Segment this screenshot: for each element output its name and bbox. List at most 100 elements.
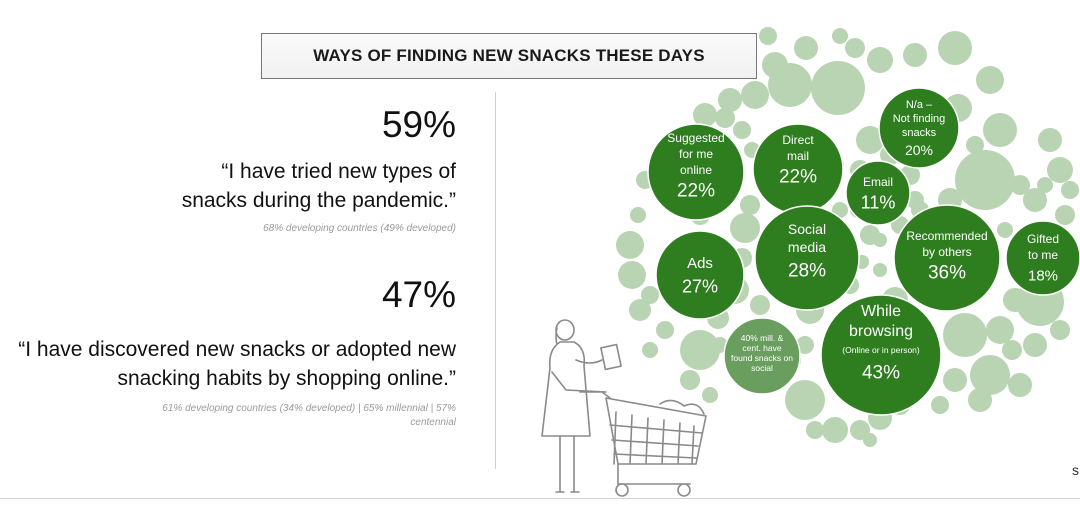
decorative-bubble — [642, 342, 658, 358]
decorative-bubble — [822, 417, 848, 443]
decorative-bubble — [630, 207, 646, 223]
bubble-label-line: N/a – — [906, 99, 933, 111]
decorative-bubble — [806, 421, 824, 439]
stat-2-note: 61% developing countries (34% developed)… — [162, 402, 456, 430]
bubble-circle — [878, 87, 960, 169]
decorative-bubble — [680, 370, 700, 390]
bubble-circle — [655, 230, 745, 320]
decorative-bubble — [1047, 157, 1073, 183]
bubble-circle — [845, 160, 911, 226]
decorative-bubble — [943, 368, 967, 392]
decorative-bubble — [1037, 177, 1053, 193]
stat-2-quote-line-1: “I have discovered new snacks or adopted… — [18, 338, 456, 361]
decorative-bubble — [983, 113, 1017, 147]
decorative-bubble — [641, 286, 659, 304]
stat-2-quote-line-2: snacking habits by shopping online.” — [117, 367, 456, 390]
decorative-bubble — [903, 43, 927, 67]
stat-1-quote: “I have tried new types of snacks during… — [182, 157, 456, 215]
bubble-label-line: social — [751, 363, 773, 373]
decorative-bubble — [997, 222, 1013, 238]
bubble-label-line: online — [680, 163, 712, 177]
stat-2-note-line-1: 61% developing countries (34% developed)… — [162, 403, 456, 414]
decorative-bubble — [740, 195, 760, 215]
bottom-rule — [0, 498, 1080, 499]
bubble-percent: 22% — [677, 181, 715, 202]
decorative-bubble — [718, 88, 742, 112]
decorative-bubble — [629, 299, 651, 321]
bubble-label-line: Direct — [782, 133, 814, 147]
bubble-percent: 20% — [905, 142, 933, 158]
bubble-label-line: 40% mill. & — [741, 333, 784, 343]
bubble-label-line: Social — [788, 221, 826, 237]
bubble-label-line: While — [861, 303, 901, 320]
bubble-percent: 18% — [1028, 267, 1058, 284]
decorative-bubble — [702, 387, 718, 403]
stat-1-percent: 59% — [381, 104, 456, 145]
bubble-recommended: Recommended by others 36% — [893, 204, 1001, 312]
decorative-bubble — [618, 261, 646, 289]
bubble-percent: 28% — [788, 261, 826, 282]
decorative-bubble — [796, 336, 814, 354]
stat-2-percent: 47% — [381, 274, 456, 315]
decorative-bubble — [863, 433, 877, 447]
decorative-bubble — [931, 396, 949, 414]
stat-1-quote-line-2: snacks during the pandemic.” — [181, 189, 456, 212]
labeled-bubbles: Suggested for me online 22% Direct mail 22% N/a… — [647, 87, 1080, 416]
bubble-not-finding: N/a – Not finding snacks 20% — [878, 87, 960, 169]
bubble-direct-mail: Direct mail 22% — [752, 123, 844, 215]
bubble-label-line: for me — [679, 147, 713, 161]
bubble-label-line: found snacks on — [731, 353, 793, 363]
decorative-bubble — [759, 27, 777, 45]
decorative-bubble — [730, 213, 760, 243]
decorative-bubble — [785, 380, 825, 420]
bubble-circle — [754, 205, 860, 311]
decorative-bubble — [966, 136, 984, 154]
decorative-bubble — [986, 316, 1014, 344]
bubble-label-line: Recommended — [906, 229, 987, 243]
decorative-bubble — [955, 150, 1015, 210]
vertical-divider — [495, 92, 496, 469]
bubble-sublabel: (Online or in person) — [842, 345, 920, 355]
decorative-bubble — [1061, 181, 1079, 199]
decorative-bubble — [1023, 333, 1047, 357]
bubble-circle — [893, 204, 1001, 312]
bubble-circle — [1005, 220, 1080, 296]
decorative-bubble — [856, 126, 884, 154]
bubble-label-line: mail — [787, 149, 809, 163]
bubble-label-line: by others — [922, 245, 971, 259]
bubble-label-line: cent. have — [742, 343, 781, 353]
decorative-bubble — [768, 63, 812, 107]
bubble-ads: Ads 27% — [655, 230, 745, 320]
chart-title: WAYS OF FINDING NEW SNACKS THESE DAYS — [261, 33, 757, 79]
stat-1-quote-line-1: “I have tried new types of — [221, 160, 456, 183]
bubble-suggested-online: Suggested for me online 22% — [647, 123, 745, 221]
decorative-bubble — [616, 231, 644, 259]
decorative-bubble — [794, 36, 818, 60]
bubble-percent: 36% — [928, 263, 966, 284]
bubble-circle — [647, 123, 745, 221]
decorative-bubble — [811, 61, 865, 115]
bubble-while-browsing: While browsing (Online or in person) 43% — [820, 294, 942, 416]
decorative-bubble — [1023, 188, 1047, 212]
decorative-bubble — [1008, 373, 1032, 397]
bubble-label-line: Not finding — [893, 113, 946, 125]
bubble-social-media: Social media 28% — [754, 205, 860, 311]
decorative-bubble — [873, 233, 887, 247]
bubble-label-line: snacks — [902, 127, 937, 139]
decorative-bubble — [1050, 320, 1070, 340]
decorative-bubble — [680, 330, 720, 370]
decorative-bubble — [845, 38, 865, 58]
bubble-label-line: Gifted — [1027, 232, 1059, 246]
decorative-bubble — [1002, 340, 1022, 360]
stat-2-note-line-2: centennial — [410, 417, 456, 428]
decorative-bubble — [867, 47, 893, 73]
bubble-label-line: Email — [863, 175, 893, 189]
decorative-bubble — [873, 263, 887, 277]
stat-2-quote: “I have discovered new snacks or adopted… — [18, 335, 456, 393]
decorative-bubble — [970, 355, 1010, 395]
decorative-bubble — [850, 420, 870, 440]
decorative-bubble — [733, 121, 751, 139]
bubble-label-line: Ads — [687, 255, 713, 272]
